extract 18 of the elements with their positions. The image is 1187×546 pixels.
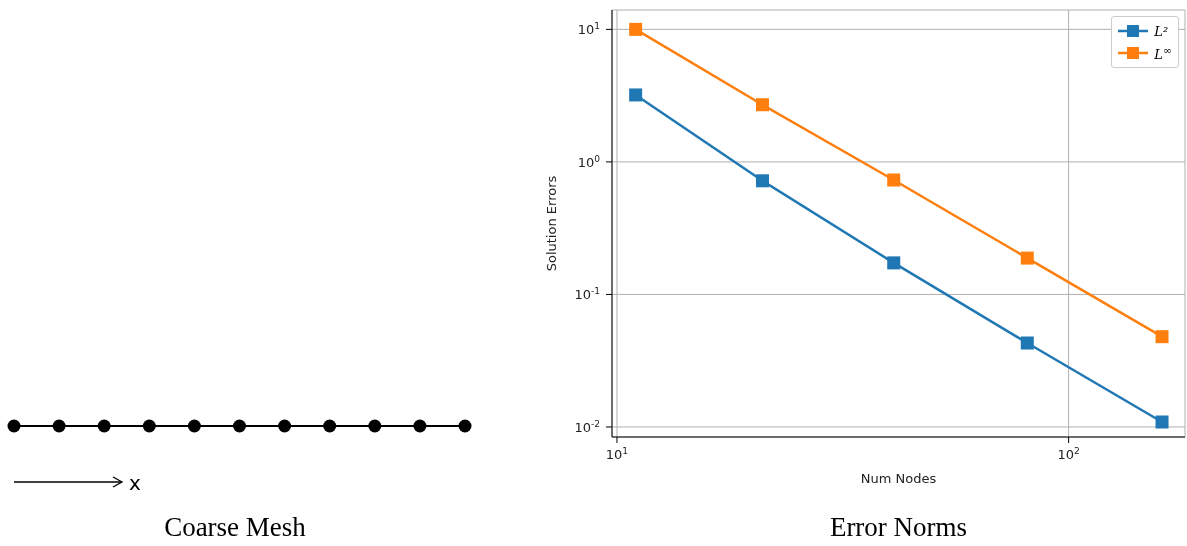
legend-label: L² <box>1154 23 1169 39</box>
point <box>756 98 769 112</box>
point <box>756 174 769 188</box>
legend-label: L$^{∞}$ <box>1154 43 1172 63</box>
y-tick-label: 10$^{-1}$ <box>574 286 600 303</box>
y-tick-label: 10$^{1}$ <box>577 21 600 38</box>
text: x <box>129 471 141 495</box>
text: Coarse Mesh <box>164 512 306 542</box>
point <box>1020 251 1034 265</box>
point <box>1020 336 1034 350</box>
point <box>887 173 901 187</box>
text: Error Norms <box>829 512 968 542</box>
x-axis-title: Num Nodes <box>860 471 937 486</box>
y-axis-title: Solution Errors <box>543 175 559 272</box>
point <box>887 256 901 270</box>
y-tick-label: 10$^{-2}$ <box>574 418 600 435</box>
y-tick-label: 10$^{0}$ <box>577 153 601 170</box>
x-tick-label: 10$^{2}$ <box>1057 446 1080 462</box>
